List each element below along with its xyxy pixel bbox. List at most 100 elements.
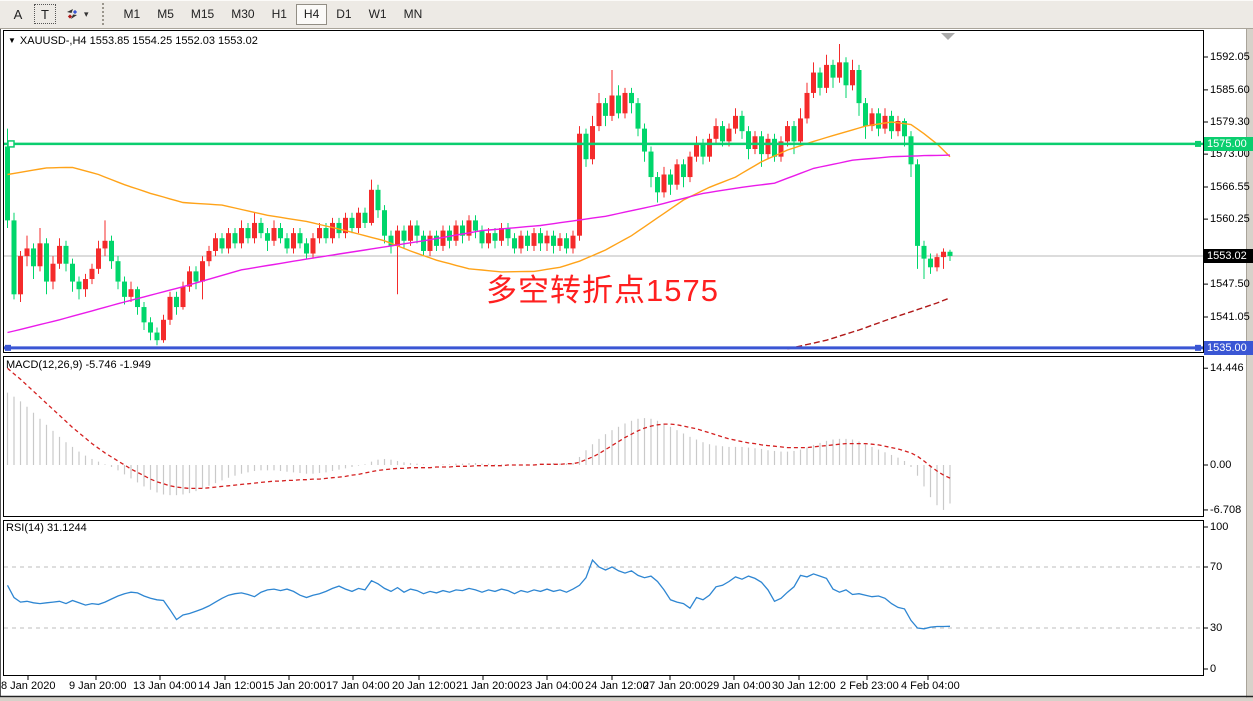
candle-up <box>557 238 563 246</box>
candle-up <box>596 103 602 127</box>
candle-down <box>616 95 621 114</box>
candle-up <box>330 222 335 239</box>
timeframe-button-M15[interactable]: M15 <box>183 4 222 25</box>
candle-down <box>401 230 407 241</box>
candle-up <box>609 95 615 116</box>
candle-down <box>830 64 836 78</box>
candle-up <box>544 235 550 244</box>
macd-axis-label: -6.708 <box>1210 503 1242 516</box>
price-axis-label: 1592.05 <box>1210 51 1250 63</box>
candle-down <box>856 69 862 104</box>
symbol-ohlc-line: ▼ XAUUSD-,H4 1553.85 1554.25 1552.03 1553… <box>8 35 258 47</box>
timeframe-button-H4[interactable]: H4 <box>295 3 328 25</box>
candle-up <box>590 126 595 160</box>
candle-down <box>876 113 881 129</box>
price-axis-label: 1547.50 <box>1210 278 1250 291</box>
candle-down <box>349 217 355 229</box>
time-axis-label: 17 Jan 04:00 <box>326 680 390 692</box>
chart-annotation-text[interactable]: 多空转折点1575 <box>486 273 719 308</box>
candle-down <box>362 212 368 223</box>
candle-down <box>759 136 764 155</box>
chevron-down-icon: ▾ <box>84 8 89 19</box>
candle-down <box>505 228 511 239</box>
rsi-pane-border <box>3 520 1204 676</box>
candle-down <box>421 235 426 251</box>
ma-orange-line <box>7 121 951 273</box>
toolbar-separator <box>101 3 109 25</box>
hline-handle[interactable] <box>5 344 11 351</box>
candle-up <box>128 289 134 297</box>
candle-up <box>271 228 277 241</box>
candle-up <box>804 92 810 119</box>
resistance-hline-1575[interactable] <box>4 140 1203 148</box>
timeframe-button-M5[interactable]: M5 <box>149 4 182 25</box>
candle-up <box>694 143 699 157</box>
candle-down <box>232 233 238 244</box>
candle-up <box>356 212 361 229</box>
current-price-tag: 1553.02 <box>1204 248 1253 263</box>
candle-down <box>122 281 127 297</box>
candle-down <box>902 120 907 137</box>
candle-down <box>44 243 49 282</box>
candle-up <box>941 251 946 258</box>
candle-down <box>492 233 498 241</box>
hline-handle[interactable] <box>1195 140 1201 147</box>
candle-down <box>141 307 147 323</box>
support-hline-1535[interactable] <box>4 344 1203 351</box>
candle-down <box>265 233 270 241</box>
candle-up <box>291 233 296 249</box>
hline-handle[interactable] <box>1195 344 1201 351</box>
macd-indicator-label: MACD(12,26,9) -5.746 -1.949 <box>6 359 151 371</box>
candle-up <box>161 319 166 341</box>
macd-axis-label: 14.446 <box>1210 362 1244 375</box>
candle-down <box>336 222 342 234</box>
candle-up <box>531 233 537 246</box>
macd-pane-border <box>3 356 1204 517</box>
time-axis-label: 23 Jan 04:00 <box>520 680 584 692</box>
last-bar-marker-icon <box>941 33 955 40</box>
arrow-tool-button[interactable]: A <box>6 3 30 25</box>
cursor-arrows-icon <box>64 6 81 22</box>
candle-down <box>642 128 647 152</box>
toolbar: A T ▾ M1 M5 M15 M30 H1 H4 D1 W1 MN <box>0 0 1253 29</box>
candle-down <box>388 235 394 246</box>
candle-down <box>635 103 641 129</box>
candle-up <box>687 156 693 178</box>
rsi-line <box>6 558 951 630</box>
hline-handle[interactable] <box>7 140 15 148</box>
price-axis-label: 1560.25 <box>1210 213 1250 226</box>
main-chart-pane[interactable] <box>4 33 1203 351</box>
candle-down <box>115 261 121 282</box>
timeframe-button-D1[interactable]: D1 <box>328 4 359 25</box>
candle-down <box>460 225 465 236</box>
timeframe-button-W1[interactable]: W1 <box>361 4 395 25</box>
cursor-tool-button[interactable]: ▾ <box>60 3 93 25</box>
candle-up <box>499 228 504 241</box>
candle-down <box>174 296 179 308</box>
timeframe-button-MN[interactable]: MN <box>396 4 431 25</box>
rsi-pane[interactable] <box>4 558 1203 630</box>
text-tool-button[interactable]: T <box>33 3 57 25</box>
time-axis-label: 24 Jan 12:00 <box>585 680 649 692</box>
candle-down <box>791 126 797 142</box>
right-edge-strip <box>1246 29 1253 701</box>
candle-down <box>746 131 751 150</box>
candle-up <box>395 230 400 246</box>
price-axis-label: 1579.30 <box>1210 115 1250 128</box>
candle-down <box>278 228 283 239</box>
time-axis-label: 8 Jan 2020 <box>1 680 56 692</box>
candle-down <box>148 322 153 333</box>
timeframe-button-M1[interactable]: M1 <box>116 4 149 25</box>
candle-down <box>915 164 920 246</box>
candle-down <box>258 222 264 234</box>
time-axis-label: 2 Feb 23:00 <box>840 680 899 692</box>
candle-up <box>96 248 101 269</box>
timeframe-button-H1[interactable]: H1 <box>264 4 295 25</box>
candle-up <box>200 261 205 282</box>
symbol-dropdown-icon[interactable]: ▼ <box>8 36 16 45</box>
candle-up <box>707 138 712 157</box>
timeframe-button-M30[interactable]: M30 <box>223 4 262 25</box>
macd-pane[interactable] <box>6 367 951 510</box>
